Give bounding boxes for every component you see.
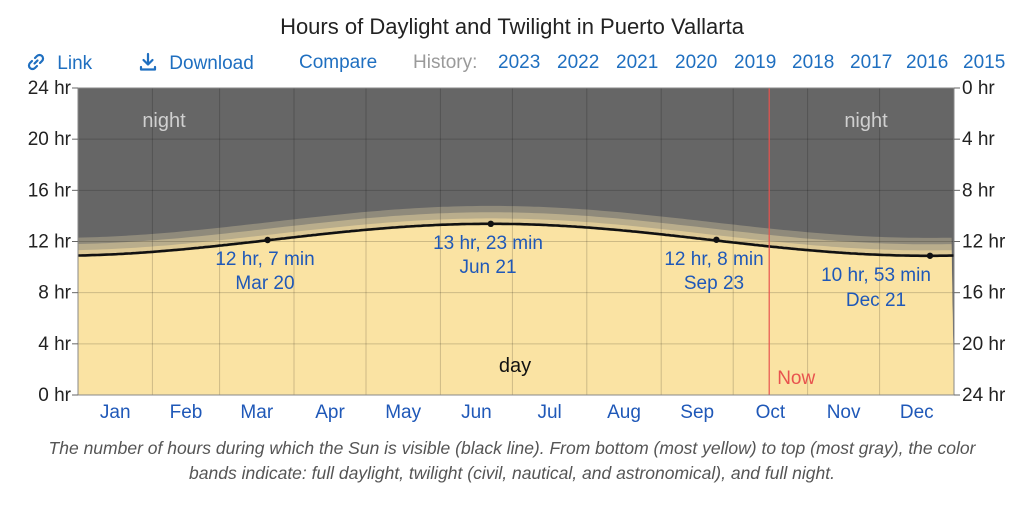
link-label: Link [57, 53, 93, 74]
point-label-date: Sep 23 [684, 273, 744, 294]
right-axis-label: 8 hr [962, 180, 995, 201]
download-icon [138, 52, 163, 74]
right-axis-label: 20 hr [962, 334, 1006, 355]
right-axis-label: 4 hr [962, 129, 995, 150]
right-axis-label: 0 hr [962, 78, 995, 99]
left-axis-label: 20 hr [28, 129, 72, 150]
daylight-point [713, 236, 720, 243]
left-axis-label: 8 hr [38, 283, 71, 304]
month-label: Aug [607, 402, 641, 423]
left-axis-label: 16 hr [28, 180, 72, 201]
point-label-duration: 10 hr, 53 min [821, 265, 931, 286]
point-label-duration: 12 hr, 8 min [664, 249, 763, 270]
compare-button[interactable]: Compare [299, 52, 378, 73]
history-year-2018[interactable]: 2018 [792, 52, 835, 73]
month-label: Mar [240, 402, 273, 423]
chart-title: Hours of Daylight and Twilight in Puerto… [280, 14, 744, 39]
month-label: Jun [461, 402, 492, 423]
history-year-2019[interactable]: 2019 [734, 52, 777, 73]
month-label: Feb [170, 402, 203, 423]
point-label-duration: 13 hr, 23 min [433, 233, 543, 254]
month-label: Apr [315, 402, 345, 423]
daylight-point [926, 252, 934, 259]
month-label: Oct [756, 402, 786, 423]
left-axis-label: 4 hr [38, 334, 71, 355]
point-label-date: Mar 20 [235, 273, 294, 294]
right-axis-label: 16 hr [962, 283, 1006, 304]
history-year-2017[interactable]: 2017 [850, 52, 893, 73]
history-year-2016[interactable]: 2016 [906, 52, 949, 73]
daylight-hours-line [78, 222, 955, 258]
history-year-2023[interactable]: 2023 [498, 52, 541, 73]
point-label-date: Dec 21 [846, 290, 906, 311]
download-button[interactable]: Download [138, 52, 254, 75]
history-year-2020[interactable]: 2020 [675, 52, 718, 73]
left-axis-label: 12 hr [28, 232, 72, 253]
month-label: Jul [537, 402, 561, 423]
toolbar: Link Download Compare History: 2023 2022… [0, 52, 1024, 78]
history-year-2015[interactable]: 2015 [963, 52, 1006, 73]
download-label: Download [169, 53, 254, 74]
left-axis-label: 24 hr [28, 78, 72, 99]
night-label-right: night [844, 110, 888, 132]
month-label: Jan [100, 402, 131, 423]
point-label-duration: 12 hr, 7 min [215, 249, 314, 270]
day-label: day [499, 355, 531, 377]
daylight-point [487, 220, 494, 228]
link-icon [26, 53, 51, 74]
chart-caption: The number of hours during which the Sun… [48, 438, 976, 483]
history-year-2021[interactable]: 2021 [616, 52, 659, 73]
history-year-2022[interactable]: 2022 [557, 52, 600, 73]
month-label: Dec [900, 402, 934, 423]
point-label-date: Jun 21 [459, 257, 516, 278]
history-label: History: [413, 52, 478, 73]
daylight-band [78, 223, 954, 395]
now-label: Now [777, 368, 815, 389]
left-axis-label: 0 hr [38, 385, 71, 406]
daylight-chart: Now night night day 12 hr, 7 min Mar 20 13 hr,… [28, 78, 1006, 423]
right-axis-label: 24 hr [962, 385, 1006, 406]
night-label-left: night [142, 110, 186, 132]
month-label: Sep [680, 402, 714, 423]
right-axis-label: 12 hr [962, 232, 1006, 253]
month-label: Nov [827, 402, 861, 423]
month-label: May [385, 402, 421, 423]
link-button[interactable]: Link [26, 52, 92, 75]
daylight-point [264, 236, 271, 244]
